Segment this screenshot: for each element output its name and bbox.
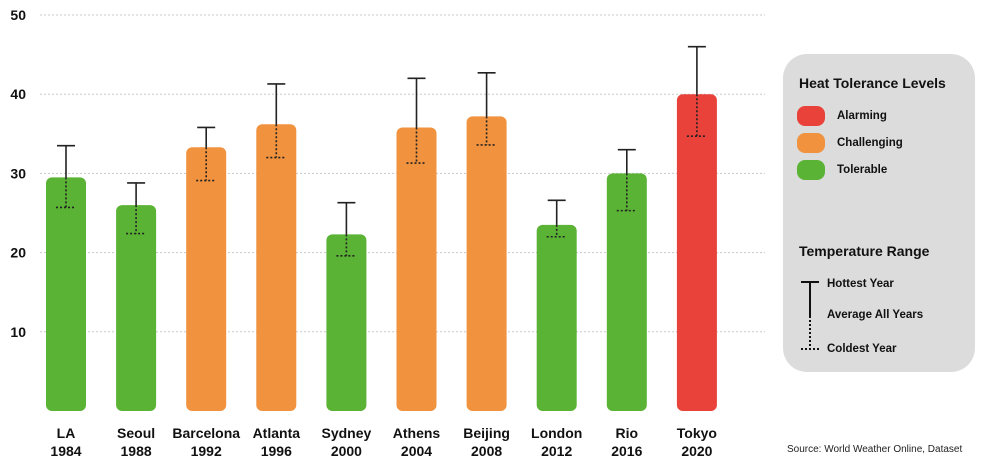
bar-barcelona (186, 147, 227, 411)
y-axis-ticks: 10 20 30 40 50 (10, 7, 26, 340)
legend-range-title: Temperature Range (799, 243, 930, 259)
legend-coldest-label: Coldest Year (827, 343, 897, 355)
x-axis-labels: LA 1984 Seoul 1988 Barcelona 1992 Atlanta 1996 S… (50, 425, 717, 459)
x-label-rio: Rio (616, 425, 639, 441)
legend-item-tolerable: Tolerable (797, 159, 887, 181)
x-label-athens: Athens (393, 425, 441, 441)
x-label-year-rio: 2016 (611, 443, 642, 459)
x-label-beijing: Beijing (463, 425, 510, 441)
x-label-year-athens: 2004 (401, 443, 432, 459)
legend-hottest-label: Hottest Year (827, 278, 894, 290)
legend-label-tolerable: Tolerable (837, 164, 888, 176)
legend-item-alarming: Alarming (797, 105, 887, 127)
range-glyph-icon (801, 281, 819, 350)
x-label-year-beijing: 2008 (471, 443, 502, 459)
bar-athens (396, 127, 437, 412)
legend-heat-title: Heat Tolerance Levels (799, 75, 946, 91)
y-tick-label-50: 50 (10, 7, 26, 23)
legend-swatch-alarming (797, 106, 825, 126)
x-label-year-seoul: 1988 (121, 443, 152, 459)
bar-sydney (326, 234, 367, 411)
legend-label-alarming: Alarming (837, 110, 887, 122)
legend-swatch-challenging (797, 133, 825, 153)
y-tick-label-20: 20 (10, 245, 26, 261)
x-label-atlanta: Atlanta (253, 425, 301, 441)
bar-rio (606, 173, 647, 411)
legend-swatch-tolerable (797, 160, 825, 180)
x-label-year-london: 2012 (541, 443, 572, 459)
x-label-seoul: Seoul (117, 425, 155, 441)
x-label-year-sydney: 2000 (331, 443, 362, 459)
bar-beijing (466, 116, 507, 411)
legend-average-label: Average All Years (827, 309, 924, 321)
x-label-la: LA (57, 425, 76, 441)
bar-tokyo (676, 94, 717, 411)
bars (46, 94, 717, 412)
legend: Heat Tolerance Levels Alarming Challengi… (783, 54, 975, 372)
x-label-sydney: Sydney (321, 425, 371, 441)
x-label-year-tokyo: 2020 (681, 443, 712, 459)
bar-la (46, 177, 86, 411)
x-label-year-atlanta: 1996 (261, 443, 292, 459)
legend-label-challenging: Challenging (837, 137, 903, 149)
y-tick-label-30: 30 (10, 165, 26, 181)
y-tick-label-40: 40 (10, 86, 26, 102)
legend-item-challenging: Challenging (797, 132, 903, 154)
bar-atlanta (256, 124, 297, 412)
y-tick-label-10: 10 (10, 324, 26, 340)
x-label-barcelona: Barcelona (172, 425, 240, 441)
temperature-ranges (56, 45, 707, 257)
source-note: Source: World Weather Online, Dataset (787, 444, 963, 455)
x-label-tokyo: Tokyo (677, 425, 717, 441)
x-label-london: London (531, 425, 582, 441)
bar-seoul (116, 205, 157, 411)
bar-london (536, 224, 577, 411)
x-label-year-barcelona: 1992 (191, 443, 222, 459)
x-label-year-la: 1984 (50, 443, 81, 459)
